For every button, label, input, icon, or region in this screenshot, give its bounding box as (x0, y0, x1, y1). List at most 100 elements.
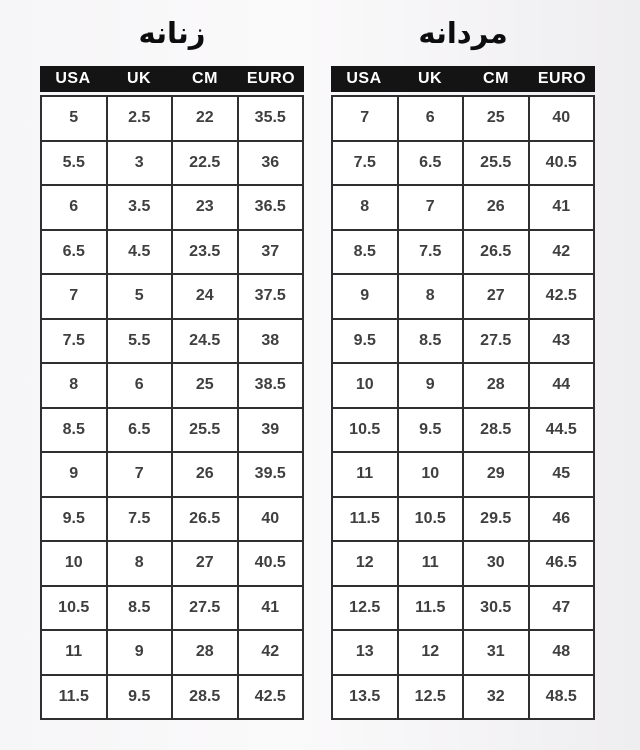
table-row: 5.5 3 22.5 36 (40, 139, 304, 186)
size-cell: 28 (171, 629, 239, 676)
size-cell: 44.5 (527, 406, 595, 453)
size-cell: 12.5 (331, 584, 399, 631)
size-cell: 47 (527, 584, 595, 631)
size-cell: 10 (331, 362, 399, 409)
size-cell: 8 (105, 540, 173, 587)
table-row: 8.5 7.5 26.5 42 (331, 228, 595, 275)
size-cell: 8.5 (331, 228, 399, 275)
size-cell: 37.5 (236, 273, 304, 320)
column-header: UK (126, 70, 152, 87)
table-row: 6 3.5 23 36.5 (40, 184, 304, 231)
size-cell: 38 (236, 317, 304, 364)
size-cell: 32 (462, 673, 530, 720)
size-cell: 40 (236, 495, 304, 542)
size-cell: 25.5 (462, 139, 530, 186)
table-row: 12 11 30 46.5 (331, 540, 595, 587)
size-cell: 42 (527, 228, 595, 275)
size-cell: 46.5 (527, 540, 595, 587)
size-cell: 38.5 (236, 362, 304, 409)
size-cell: 31 (462, 629, 530, 676)
size-cell: 10.5 (40, 584, 108, 631)
size-cell: 23 (171, 184, 239, 231)
size-cell: 7.5 (396, 228, 464, 275)
size-cell: 9 (105, 629, 173, 676)
size-cell: 25 (171, 362, 239, 409)
table-row: 9.5 8.5 27.5 43 (331, 317, 595, 364)
table-row: 11.5 9.5 28.5 42.5 (40, 673, 304, 720)
size-cell: 28 (462, 362, 530, 409)
table-row: 7 5 24 37.5 (40, 273, 304, 320)
women-chart-title: زنانه (138, 16, 206, 50)
size-cell: 42.5 (527, 273, 595, 320)
women-size-table: 5 2.5 22 35.5 5.5 3 22.5 36 6 3.5 23 36.5 6.5 4.5 23.5… (40, 95, 304, 720)
size-cell: 9 (396, 362, 464, 409)
size-cell: 6.5 (396, 139, 464, 186)
size-cell: 44 (527, 362, 595, 409)
column-header: UK (417, 70, 443, 87)
size-cell: 12.5 (396, 673, 464, 720)
size-cell: 35.5 (236, 95, 304, 142)
size-cell: 9.5 (105, 673, 173, 720)
table-row: 13 12 31 48 (331, 629, 595, 676)
size-cell: 7 (396, 184, 464, 231)
size-cell: 8.5 (40, 406, 108, 453)
table-row: 10.5 9.5 28.5 44.5 (331, 406, 595, 453)
size-cell: 28.5 (171, 673, 239, 720)
table-row: 5 2.5 22 35.5 (40, 95, 304, 142)
size-cell: 11 (40, 629, 108, 676)
size-cell: 4.5 (105, 228, 173, 275)
size-cell: 42 (236, 629, 304, 676)
size-cell: 3.5 (105, 184, 173, 231)
size-cell: 37 (236, 228, 304, 275)
men-header-row: USA UK CM EURO (331, 66, 595, 92)
size-cell: 39 (236, 406, 304, 453)
men-size-table: 7 6 25 40 7.5 6.5 25.5 40.5 8 7 26 41 8.5 7.5 26.5 42 9 8… (331, 95, 595, 720)
column-header: CM (192, 70, 218, 87)
size-cell: 26.5 (462, 228, 530, 275)
men-chart-title: مردانه (418, 16, 508, 50)
size-cell: 11.5 (396, 584, 464, 631)
table-row: 11 9 28 42 (40, 629, 304, 676)
size-cell: 45 (527, 451, 595, 498)
table-row: 10 8 27 40.5 (40, 540, 304, 587)
size-cell: 27.5 (462, 317, 530, 364)
size-cell: 25 (462, 95, 530, 142)
size-cell: 2.5 (105, 95, 173, 142)
size-cell: 22.5 (171, 139, 239, 186)
size-cell: 26.5 (171, 495, 239, 542)
column-header: USA (55, 70, 91, 87)
size-cell: 12 (331, 540, 399, 587)
column-header: EURO (246, 70, 296, 87)
size-cell: 7.5 (40, 317, 108, 364)
size-cell: 48.5 (527, 673, 595, 720)
size-cell: 8.5 (396, 317, 464, 364)
size-cell: 7 (331, 95, 399, 142)
size-cell: 8 (40, 362, 108, 409)
size-cell: 36 (236, 139, 304, 186)
table-row: 11.5 10.5 29.5 46 (331, 495, 595, 542)
size-cell: 30.5 (462, 584, 530, 631)
table-row: 8 7 26 41 (331, 184, 595, 231)
size-cell: 29 (462, 451, 530, 498)
size-cell: 22 (171, 95, 239, 142)
size-cell: 23.5 (171, 228, 239, 275)
size-cell: 5.5 (105, 317, 173, 364)
size-cell: 40 (527, 95, 595, 142)
size-cell: 41 (527, 184, 595, 231)
size-cell: 7 (105, 451, 173, 498)
table-row: 9 8 27 42.5 (331, 273, 595, 320)
table-row: 9 7 26 39.5 (40, 451, 304, 498)
table-row: 7.5 5.5 24.5 38 (40, 317, 304, 364)
size-cell: 40.5 (527, 139, 595, 186)
size-cell: 29.5 (462, 495, 530, 542)
size-cell: 11.5 (40, 673, 108, 720)
size-cell: 12 (396, 629, 464, 676)
size-cell: 11 (396, 540, 464, 587)
size-cell: 6 (396, 95, 464, 142)
size-cell: 24.5 (171, 317, 239, 364)
size-cell: 28.5 (462, 406, 530, 453)
size-cell: 13 (331, 629, 399, 676)
size-cell: 30 (462, 540, 530, 587)
size-cell: 10.5 (396, 495, 464, 542)
size-cell: 10 (40, 540, 108, 587)
